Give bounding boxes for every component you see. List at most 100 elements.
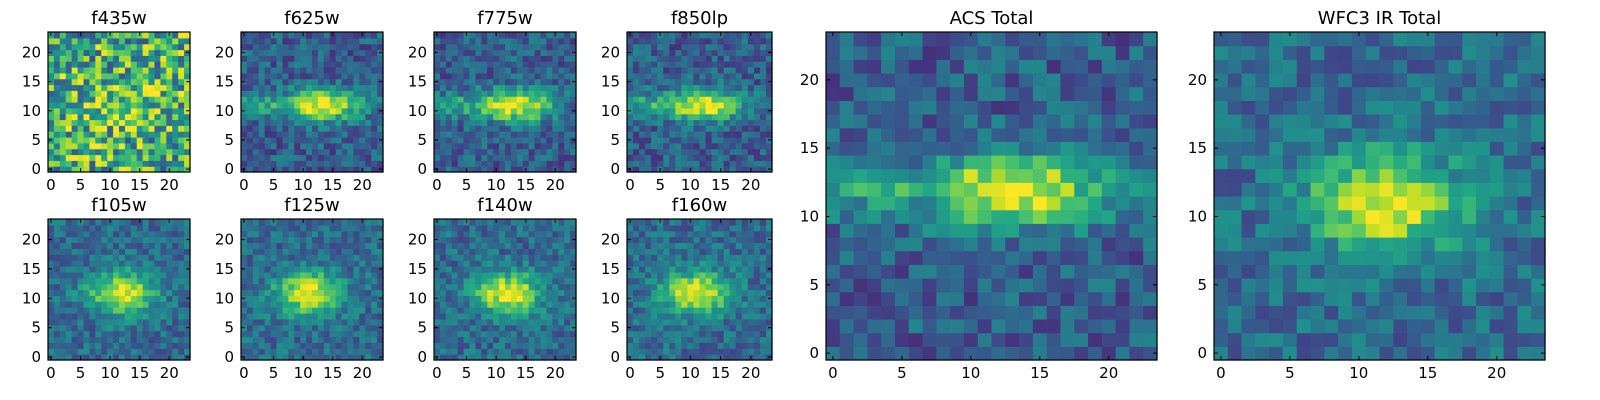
heatmap-cell	[711, 160, 719, 167]
heatmap-cell	[765, 90, 773, 97]
heatmap-cell	[735, 148, 743, 156]
heatmap-cell	[516, 318, 524, 326]
heatmap-cell	[759, 242, 767, 249]
heatmap-cell	[282, 32, 289, 39]
heatmap-cell	[142, 49, 150, 56]
heatmap-cell	[546, 230, 553, 238]
heatmap-cell	[645, 324, 652, 332]
heatmap-cell	[258, 125, 266, 132]
heatmap-cell	[510, 230, 518, 238]
heatmap-cell	[753, 90, 761, 97]
heatmap-cell	[729, 125, 737, 132]
heatmap-cell	[867, 168, 882, 183]
heatmap-cell	[705, 131, 713, 138]
heatmap-cell	[729, 78, 737, 86]
heatmap-cell	[747, 37, 755, 45]
heatmap-cell	[312, 289, 319, 296]
heatmap-cell	[252, 102, 260, 109]
heatmap-cell	[693, 266, 701, 273]
heatmap-cell	[534, 283, 542, 291]
heatmap-cell	[717, 248, 725, 255]
heatmap-cell	[663, 43, 670, 51]
heatmap-cell	[669, 324, 676, 332]
heatmap-cell	[510, 113, 518, 121]
heatmap-cell	[294, 266, 301, 273]
heatmap-cell	[312, 318, 319, 326]
heatmap-cell	[675, 96, 682, 103]
heatmap-cell	[657, 37, 664, 45]
heatmap-cell	[288, 342, 295, 349]
heatmap-cell	[148, 49, 156, 56]
heatmap-cell	[335, 90, 343, 97]
heatmap-cell	[288, 230, 295, 238]
heatmap-cell	[329, 154, 337, 161]
heatmap-cell	[463, 283, 471, 291]
heatmap-cell	[510, 342, 518, 349]
heatmap-cell	[759, 55, 767, 62]
heatmap-cell	[558, 166, 565, 173]
heatmap-cell	[71, 277, 79, 285]
heatmap-cell	[499, 248, 506, 255]
heatmap-cell	[723, 125, 731, 132]
heatmap-cell	[651, 78, 658, 86]
heatmap-cell	[166, 289, 173, 296]
heatmap-cell	[184, 32, 191, 39]
y-tick-label: 10	[408, 102, 427, 120]
heatmap-cell	[148, 142, 156, 150]
heatmap-cell	[136, 90, 144, 97]
heatmap-cell	[317, 90, 325, 97]
heatmap-cell	[172, 72, 179, 80]
heatmap-cell	[705, 148, 713, 156]
heatmap-cell	[839, 182, 855, 197]
heatmap-cell	[294, 166, 301, 173]
heatmap-cell	[505, 224, 512, 232]
heatmap-cell	[347, 43, 355, 51]
heatmap-cell	[101, 55, 108, 62]
heatmap-cell	[59, 260, 67, 267]
heatmap-cell	[552, 160, 559, 167]
heatmap-cell	[669, 318, 676, 326]
heatmap-cell	[528, 330, 536, 338]
heatmap-cell	[645, 125, 652, 132]
heatmap-cell	[83, 336, 91, 343]
heatmap-cell	[312, 43, 319, 51]
heatmap-cell	[711, 131, 719, 138]
heatmap-cell	[107, 107, 114, 115]
heatmap-cell	[645, 154, 652, 161]
heatmap-cell	[252, 289, 260, 296]
heatmap-cell	[136, 102, 144, 109]
heatmap-cell	[633, 342, 640, 349]
heatmap-cell	[645, 119, 652, 126]
heatmap-cell	[89, 254, 96, 261]
heatmap-cell	[294, 336, 301, 343]
heatmap-cell	[729, 102, 737, 109]
heatmap-cell	[65, 342, 73, 349]
heatmap-cell	[166, 142, 173, 150]
heatmap-cell	[270, 84, 278, 91]
heatmap-cell	[353, 318, 360, 326]
heatmap-cell	[651, 242, 658, 249]
heatmap-cell	[627, 342, 634, 349]
heatmap-cell	[270, 90, 278, 97]
heatmap-cell	[53, 55, 61, 62]
heatmap-cell	[48, 84, 55, 91]
heatmap-cell	[669, 43, 676, 51]
heatmap-cell	[439, 43, 447, 51]
heatmap-cell	[669, 32, 676, 39]
heatmap-cell	[300, 242, 307, 249]
heatmap-cell	[570, 318, 577, 326]
heatmap-cell	[639, 137, 646, 144]
heatmap-cell	[457, 32, 465, 39]
heatmap-cell	[487, 283, 494, 291]
heatmap-cell	[765, 283, 773, 291]
heatmap-cell	[522, 72, 530, 80]
heatmap-cell	[729, 248, 737, 255]
heatmap-cell	[516, 154, 524, 161]
heatmap-cell	[329, 61, 337, 68]
heatmap-cell	[288, 96, 295, 103]
heatmap-cell	[178, 295, 185, 302]
heatmap-cell	[439, 102, 447, 109]
heatmap-cell	[136, 242, 144, 249]
heatmap-cell	[540, 307, 548, 314]
heatmap-cell	[669, 55, 676, 62]
